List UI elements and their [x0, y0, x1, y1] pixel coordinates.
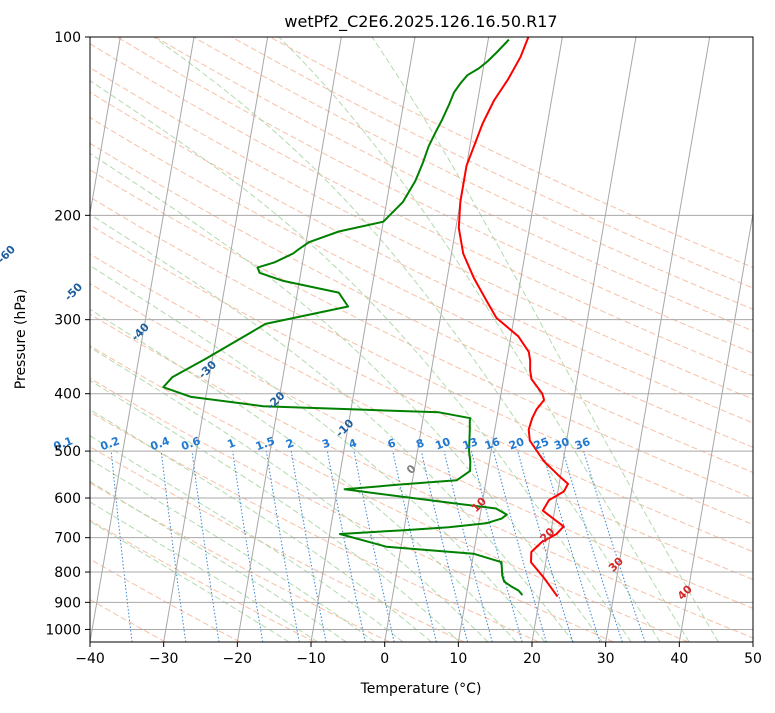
mixing-ratio-label: 6 [386, 436, 398, 451]
mixing-ratio-line [192, 451, 219, 642]
y-tick-label: 1000 [45, 622, 81, 638]
isotherm-label: 0 [404, 462, 419, 477]
y-tick-label: 600 [54, 491, 81, 507]
isotherm-line [16, 37, 120, 642]
mixing-ratio-line [393, 451, 437, 642]
chart-title: wetPf2_C2E6.2025.126.16.50.R17 [284, 12, 557, 32]
x-tick-label: 0 [380, 651, 389, 667]
dewpoint-line [163, 40, 522, 596]
x-tick-label: −40 [75, 651, 105, 667]
mixing-ratio-line [584, 451, 646, 642]
mixing-ratio-label: 0.2 [99, 434, 122, 453]
isotherm-line [458, 37, 562, 642]
mixing-ratio-line [233, 451, 263, 642]
x-tick-label: 50 [744, 651, 762, 667]
mixing-ratio-line [563, 451, 622, 642]
x-tick-label: 20 [523, 651, 541, 667]
isotherm-label: -50 [62, 280, 85, 303]
dry-adiabat-line [0, 37, 775, 642]
dry-adiabat-line [0, 37, 389, 642]
dry-adiabat-line [0, 37, 775, 642]
mixing-ratio-label: 0.4 [149, 434, 172, 453]
moist-adiabat-line [0, 37, 574, 642]
x-tick-label: −20 [223, 651, 253, 667]
mixing-ratio-label: 1 [226, 436, 238, 451]
moist-adiabat-line [0, 297, 318, 642]
y-tick-label: 500 [54, 444, 81, 460]
dry-adiabat-line [0, 37, 763, 642]
isotherm-line [532, 37, 636, 642]
dry-adiabat-line [41, 37, 775, 642]
mixing-ratio-line [471, 451, 522, 642]
isotherm-line [164, 37, 268, 642]
dry-adiabat-line [0, 37, 315, 642]
isotherm-label: -40 [129, 320, 152, 343]
mixing-ratio-label: 30 [552, 435, 571, 453]
y-tick-label: 200 [54, 208, 81, 224]
y-tick-label: 800 [54, 565, 81, 581]
dry-adiabat-line [0, 37, 240, 642]
dry-adiabat-line [0, 37, 775, 642]
isotherm-label: 40 [675, 582, 695, 602]
y-tick-label: 900 [54, 595, 81, 611]
isotherm-line [237, 37, 341, 642]
dry-adiabat-line [0, 37, 775, 642]
data-lines [163, 37, 568, 597]
x-tick-label: 30 [597, 651, 615, 667]
x-tick-label: −30 [149, 651, 179, 667]
isotherm-line [753, 37, 775, 642]
dry-adiabat-line [3, 37, 775, 642]
dry-adiabat-line [0, 37, 775, 642]
mixing-ratio-label: 16 [483, 435, 502, 453]
x-axis-label: Temperature (°C) [360, 681, 482, 697]
x-tick-label: 10 [449, 651, 467, 667]
mixing-ratio-label: 2 [284, 436, 296, 451]
mixing-ratio-line [291, 451, 326, 642]
moist-adiabat-line [279, 37, 689, 642]
x-tick-label: −10 [296, 651, 326, 667]
mixing-ratio-label: 8 [414, 436, 426, 451]
mixing-ratio-label: 1.5 [254, 434, 277, 453]
dry-adiabat-line [194, 37, 775, 642]
y-tick-label: 300 [54, 313, 81, 329]
mixing-ratio-label: 20 [507, 435, 526, 453]
mixing-ratio-label: 13 [461, 435, 480, 452]
y-axis-label: Pressure (hPa) [13, 289, 29, 389]
mixing-ratio-label: 4 [347, 436, 359, 451]
dry-adiabat-line [0, 37, 464, 642]
x-tick-label: 40 [670, 651, 688, 667]
plot-frame [90, 37, 753, 642]
dry-adiabat-line [0, 37, 775, 642]
mixing-ratio-line [421, 451, 467, 642]
mixing-ratio-label: 3 [320, 436, 332, 451]
mixing-ratio-label: 25 [532, 435, 551, 452]
dry-adiabat-line [0, 37, 775, 642]
y-tick-label: 700 [54, 531, 81, 547]
isotherm-line [606, 37, 710, 642]
mixing-ratio-label: 36 [573, 435, 592, 453]
mixing-ratio-label: 10 [433, 435, 452, 453]
background-lines [0, 37, 775, 642]
isotherm-label: -60 [0, 243, 18, 266]
moist-adiabat-line [25, 37, 631, 642]
moist-adiabat-line [0, 84, 545, 642]
y-tick-label: 100 [54, 30, 81, 46]
y-tick-label: 400 [54, 387, 81, 403]
